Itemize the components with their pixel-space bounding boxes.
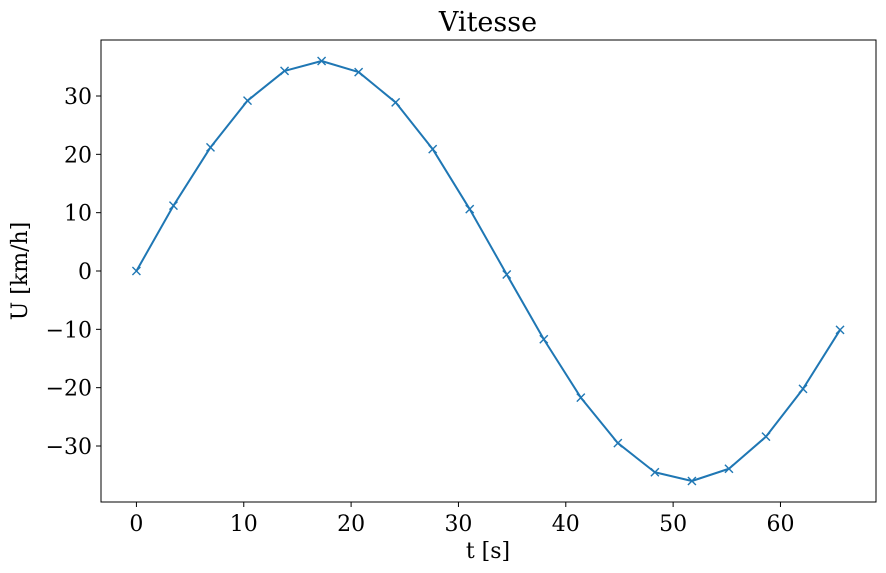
data-point	[687, 476, 697, 486]
y-tick-label: −30	[46, 435, 92, 460]
x-tick-label: 50	[659, 512, 687, 537]
y-tick-label: 20	[64, 143, 92, 168]
data-point	[168, 201, 178, 211]
data-point	[835, 325, 845, 335]
data-point	[205, 142, 215, 152]
x-tick-label: 0	[129, 512, 143, 537]
data-point	[724, 464, 734, 474]
data-point	[428, 144, 438, 154]
x-tick-label: 10	[230, 512, 258, 537]
data-point	[317, 56, 327, 66]
data-point	[576, 393, 586, 403]
x-axis-label: t [s]	[466, 539, 510, 564]
data-point	[280, 66, 290, 76]
data-point	[243, 96, 253, 106]
x-tick-label: 40	[552, 512, 580, 537]
y-tick-label: 0	[78, 260, 92, 285]
series-line	[135, 60, 841, 482]
data-point	[502, 270, 512, 279]
data-point	[539, 334, 549, 344]
chart-title: Vitesse	[438, 7, 537, 38]
plot-area: 0 10 20 30 40 50 60 −30 −20 −10 0 10 20 30	[46, 39, 877, 537]
y-tick-label: 30	[64, 85, 92, 110]
x-tick-label: 30	[444, 512, 472, 537]
x-tick-label: 20	[337, 512, 365, 537]
y-tick-label: −10	[46, 318, 92, 343]
x-tick-label: 60	[766, 512, 794, 537]
data-point	[650, 467, 660, 477]
axes-frame	[100, 39, 877, 503]
data-point	[131, 266, 141, 276]
data-point	[354, 67, 364, 77]
data-point	[761, 432, 771, 442]
y-tick-label: −20	[46, 377, 92, 402]
data-point	[798, 384, 808, 394]
y-tick-label: 10	[64, 202, 92, 227]
data-point	[391, 97, 401, 107]
data-point	[465, 204, 475, 214]
data-point	[613, 438, 623, 448]
y-axis-label: U [km/h]	[8, 222, 33, 320]
